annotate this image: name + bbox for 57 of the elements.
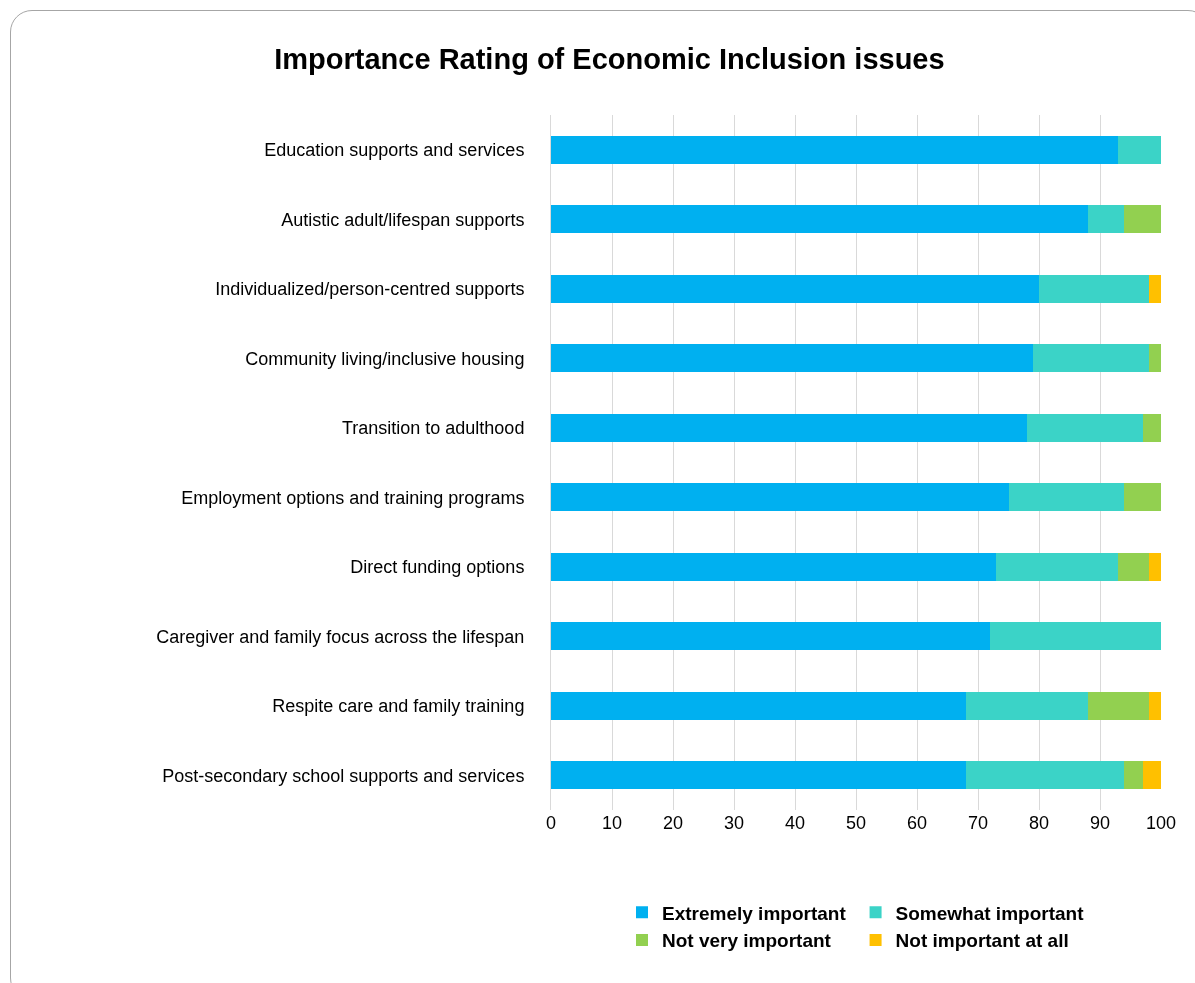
bar <box>1039 274 1149 303</box>
y-tick-label: Respite care and family training <box>272 696 525 717</box>
y-tick-label: Individualized/person-centred supports <box>215 279 525 300</box>
bar <box>1142 413 1161 442</box>
bar <box>551 483 1009 512</box>
y-tick-label: Transition to adulthood <box>341 418 525 439</box>
bar <box>1118 135 1161 164</box>
bar <box>1148 344 1161 373</box>
legend-label: Extremely important <box>662 902 847 924</box>
x-tick-label: 50 <box>845 813 867 833</box>
x-tick-label: 80 <box>1028 813 1050 833</box>
x-tick-label: 40 <box>784 813 806 833</box>
y-tick-label: Employment options and training programs <box>181 487 525 508</box>
bar <box>551 622 991 651</box>
bar <box>551 344 1033 373</box>
bar <box>551 205 1088 234</box>
bar <box>1026 413 1143 442</box>
bar <box>1087 205 1125 234</box>
bar <box>1008 483 1125 512</box>
x-tick-label: 90 <box>1089 813 1111 833</box>
bar <box>965 761 1125 790</box>
bar <box>551 761 966 790</box>
bar <box>551 274 1039 303</box>
x-tick-label: 70 <box>967 813 989 833</box>
y-tick-label: Community living/inclusive housing <box>245 348 525 369</box>
bar <box>990 622 1161 651</box>
x-tick-label: 60 <box>906 813 928 833</box>
y-tick-label: Caregiver and family focus across the lifespan <box>156 626 525 647</box>
legend-label: Not very important <box>662 930 832 952</box>
bar <box>1032 344 1149 373</box>
y-tick-label: Education supports and services <box>264 140 525 161</box>
bar <box>551 135 1119 164</box>
bar <box>551 413 1027 442</box>
bar <box>1118 552 1149 581</box>
bar <box>1124 761 1143 790</box>
x-tick-label: 10 <box>601 813 623 833</box>
bar <box>965 691 1088 720</box>
y-tick-label: Direct funding options <box>350 557 525 578</box>
y-tick-label: Autistic adult/lifespan supports <box>281 209 525 230</box>
bar <box>1148 274 1161 303</box>
legend-label: Somewhat important <box>895 902 1085 924</box>
bar <box>1124 205 1161 234</box>
bar <box>1142 761 1161 790</box>
legend-label: Not important at all <box>895 930 1069 952</box>
x-tick-label: 0 <box>545 813 557 833</box>
bar <box>1148 691 1161 720</box>
x-tick-label: 100 <box>1145 813 1177 833</box>
chart-title: Importance Rating of Economic Inclusion issues <box>274 43 945 76</box>
x-tick-label: 30 <box>723 813 745 833</box>
bar <box>996 552 1119 581</box>
bar <box>1124 483 1161 512</box>
bar <box>551 691 966 720</box>
y-tick-label: Post-secondary school supports and services <box>162 765 525 786</box>
x-tick-label: 20 <box>662 813 684 833</box>
bar <box>1148 552 1161 581</box>
bar <box>1087 691 1149 720</box>
bar <box>551 552 997 581</box>
